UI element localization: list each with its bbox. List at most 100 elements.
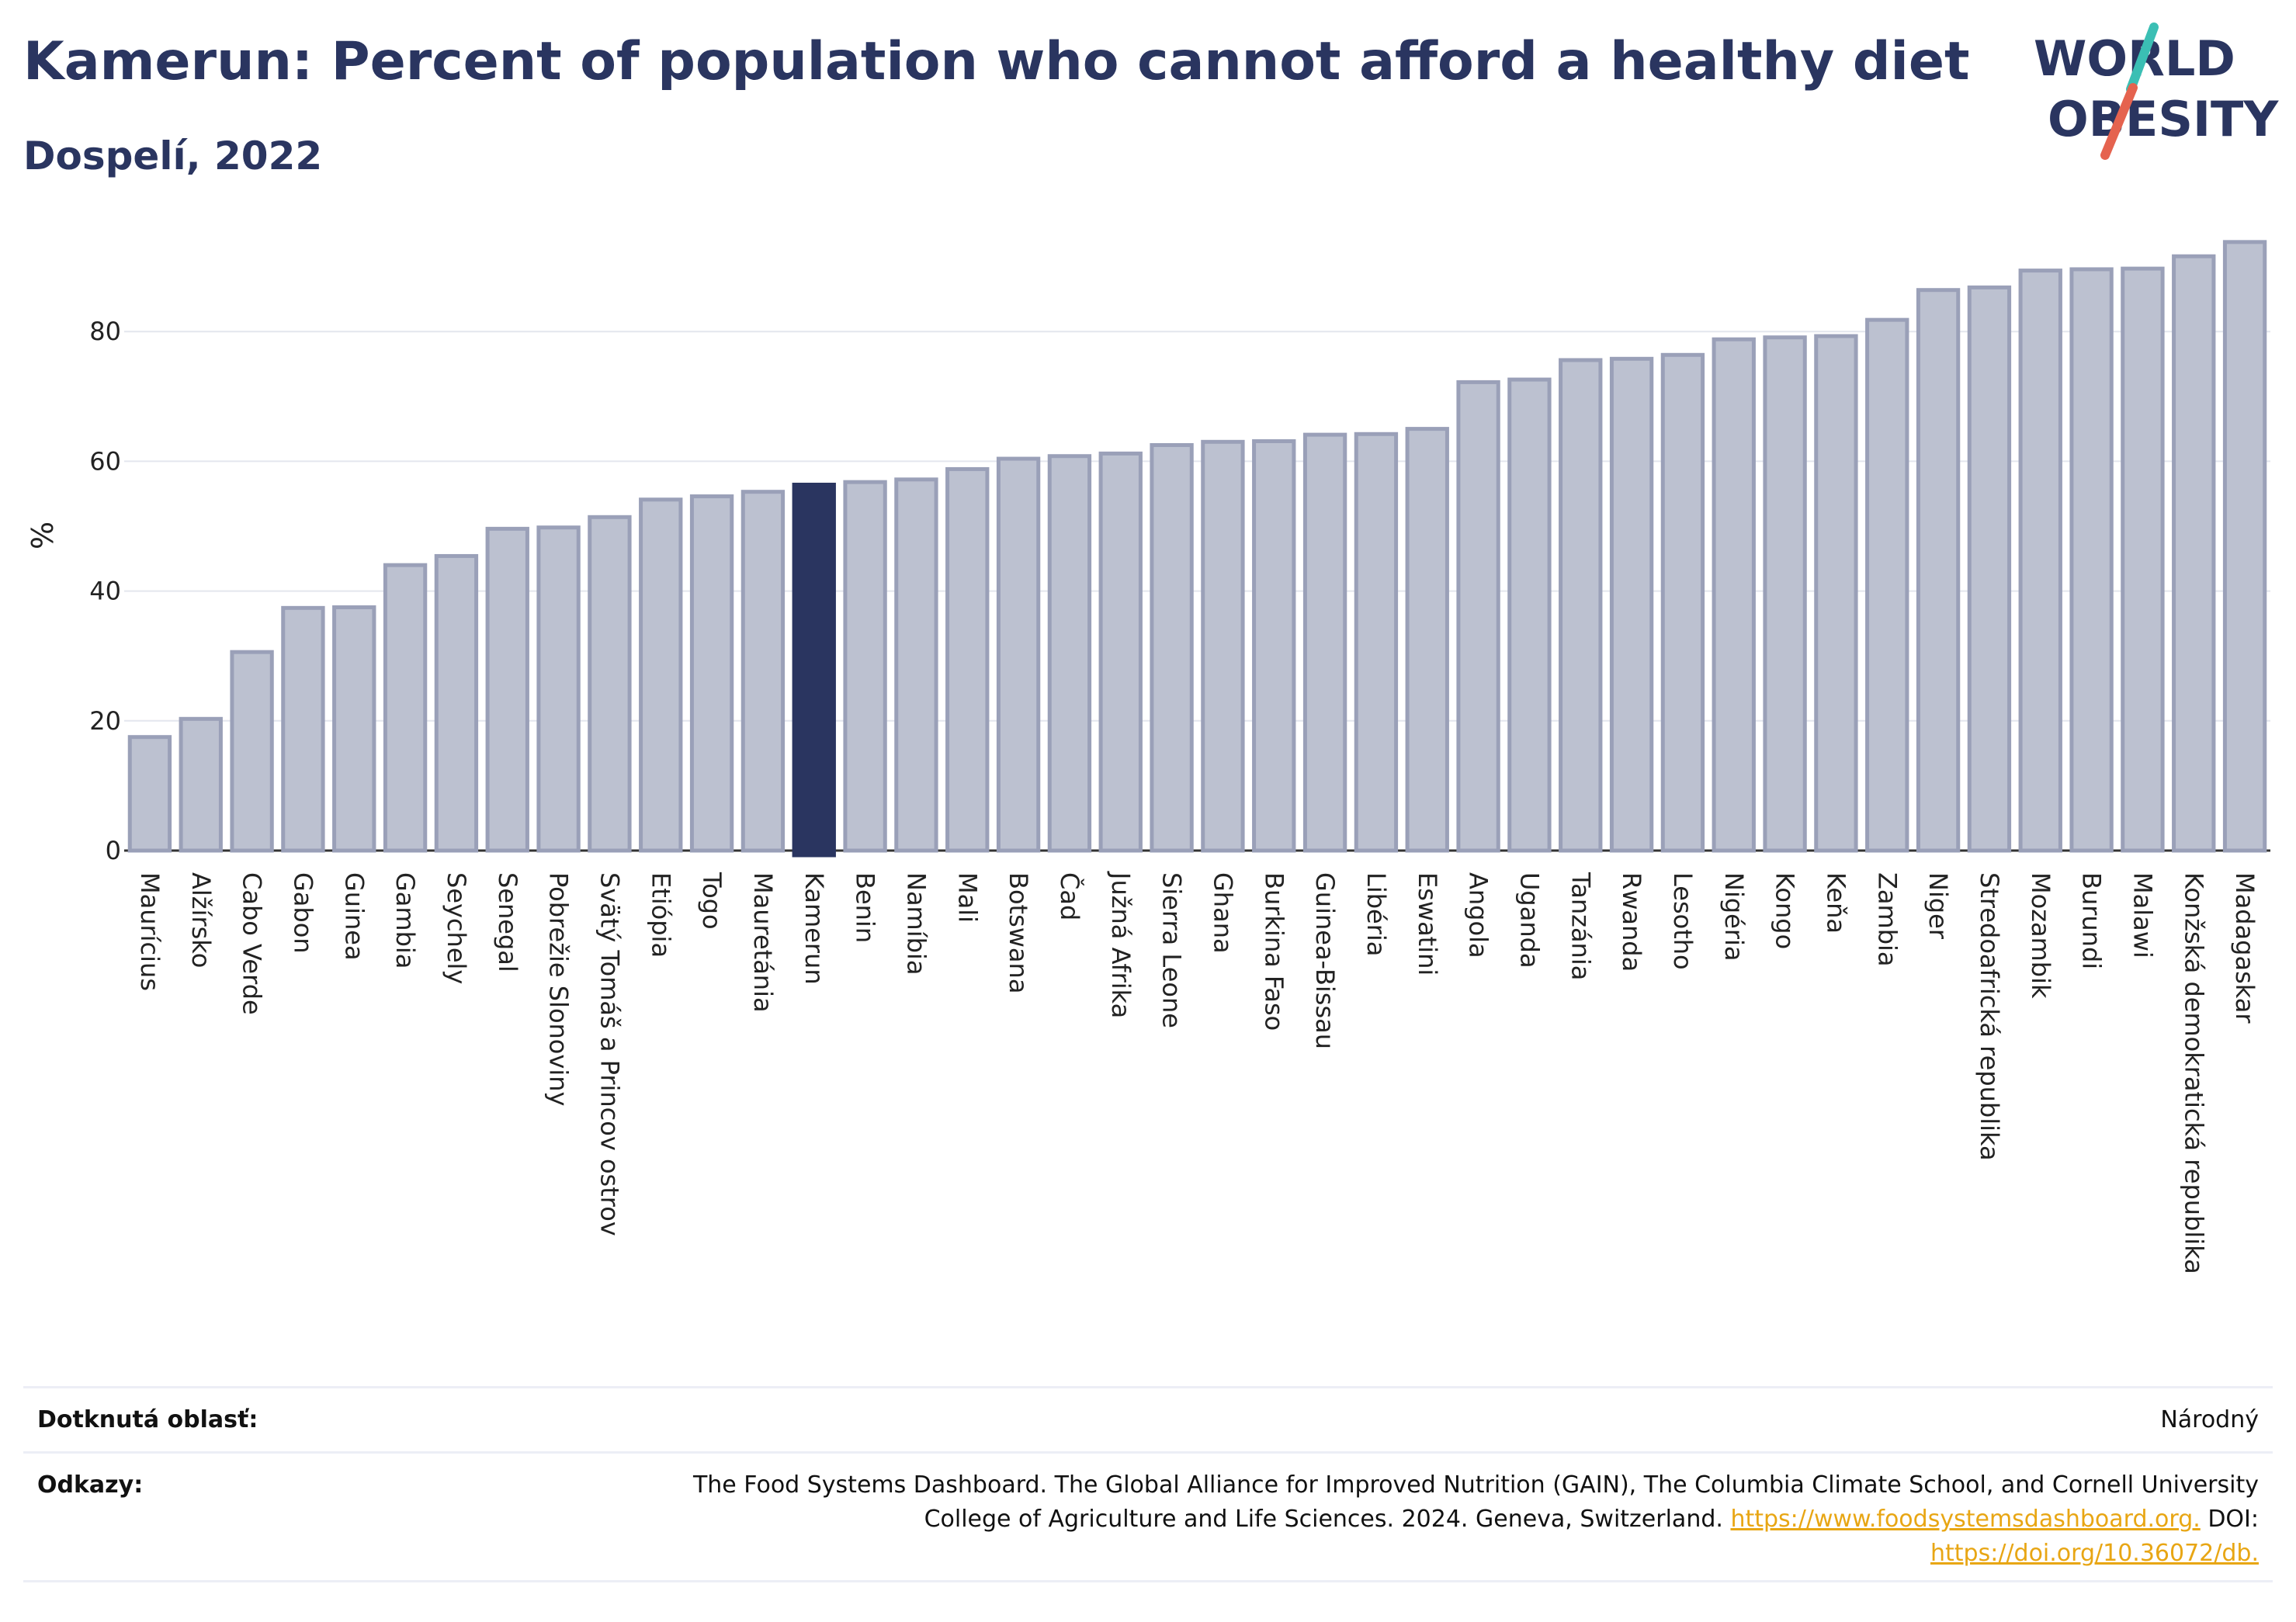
refs-link-dashboard[interactable]: https://www.foodsystemsdashboard.org. [1730,1506,2201,1533]
category-label: Madagaskar [2230,872,2260,1024]
bar [894,477,938,853]
bar [1967,285,2012,853]
logo-slash-teal [2126,23,2159,94]
category-label: Burkina Faso [1259,872,1288,1031]
bar [1712,337,1756,853]
bar [127,735,172,853]
bar [230,650,274,853]
y-tick-label: 20 [89,706,121,736]
bar [1098,451,1143,853]
bar [740,490,786,853]
bar [2018,269,2062,853]
bar [1150,443,1194,853]
world-obesity-logo: WORLD OBESITY [2034,23,2279,160]
bar [1405,427,1449,853]
bar [588,515,632,853]
category-labels: Maurícius Alžírsko Cabo Verde Gabon Guinea Ga… [135,871,2260,1274]
bar [2069,267,2114,853]
bar [1865,317,1909,853]
y-tick-label: 60 [89,446,121,476]
category-label: Sierra Leone [1157,872,1187,1028]
bar [996,456,1041,853]
footer-refs-row: Odkazy: The Food Systems Dashboard. The … [23,1454,2273,1579]
category-label: Mozambik [2026,872,2055,999]
refs-text: The Food Systems Dashboard. The Global A… [473,1468,2259,1571]
category-label: Kamerun [799,872,829,985]
bar [1252,438,1296,853]
category-label: Južná Afrika [1106,871,1136,1018]
category-label: Maurícius [135,872,165,991]
category-label: Gambia [390,872,420,969]
category-label: Uganda [1514,872,1544,969]
category-label: Malawi [2128,872,2157,958]
category-label: Ghana [1208,872,1237,954]
refs-link-doi[interactable]: https://doi.org/10.36072/db. [1930,1540,2259,1567]
bar [281,605,325,853]
footer-area-row: Dotknutá oblasť: Národný [23,1389,2273,1451]
category-label: Alžírsko [186,872,216,968]
bar [1609,356,1654,853]
bar [485,526,529,853]
logo-slash-red [2100,83,2138,160]
category-label: Čad [1055,872,1085,920]
category-label: Benin [851,872,880,943]
bar [1559,358,1603,853]
category-label: Gabon [288,872,317,954]
category-label: Rwanda [1617,872,1646,972]
bar [1660,352,1705,853]
bar [2222,240,2267,853]
footer-divider-bottom [23,1580,2273,1582]
y-tick-label: 40 [89,577,121,606]
y-tick-labels: 0 20 40 60 80 [89,317,121,865]
category-label: Seychely [442,872,471,984]
chart-title: Kamerun: Percent of population who canno… [23,31,1970,92]
category-label: Guinea [339,872,369,961]
category-label: Nigéria [1719,872,1749,961]
category-label: Mauretánia [748,872,778,1013]
bar [179,716,223,853]
gridlines [124,331,2270,852]
refs-line2: College of Agriculture and Life Sciences… [924,1506,1723,1533]
bar [1763,335,1807,853]
category-label: Botswana [1004,872,1033,993]
bar [332,605,376,853]
category-label: Burundi [2077,872,2107,969]
chart-subtitle: Dospelí, 2022 [23,133,323,178]
bar [434,553,479,853]
category-label: Mali [952,872,982,923]
bar [1354,431,1399,853]
category-label: Kongo [1771,872,1800,949]
bar [383,563,428,853]
category-label: Togo [697,872,727,930]
bar [2172,254,2216,853]
category-label: Pobrežie Slonoviny [544,872,574,1106]
bar-highlighted [792,482,836,858]
bar [689,494,734,853]
category-label: Namíbia [901,872,931,975]
bars [127,240,2267,858]
category-label: Keňa [1821,872,1850,934]
category-label: Guinea-Bissau [1310,872,1340,1049]
bar [1814,334,1858,853]
refs-doi-label: DOI: [2208,1506,2259,1533]
y-axis-label: % [26,522,60,549]
bar [536,525,581,853]
category-label: Senegal [493,872,522,972]
area-label: Dotknutá oblasť: [37,1406,258,1433]
category-label: Niger [1923,872,1953,940]
category-label: Tanzánia [1566,872,1595,980]
category-label: Lesotho [1668,872,1698,970]
category-label: Konžská demokratická republika [2179,872,2208,1274]
footer-divider-mid [23,1451,2273,1454]
y-tick-label: 0 [106,836,121,865]
category-label: Etiópia [646,872,675,958]
bar [843,480,887,853]
bar [1201,439,1245,853]
category-label: Libéria [1361,872,1391,956]
bar [1302,432,1347,853]
bar [1916,288,1961,853]
refs-label: Odkazy: [37,1471,144,1499]
category-label: Zambia [1872,872,1902,967]
bar-chart: 0 20 40 60 80 Maurícius Alžírsko Cabo Verde Gab… [26,240,2270,1274]
bar [945,466,990,853]
